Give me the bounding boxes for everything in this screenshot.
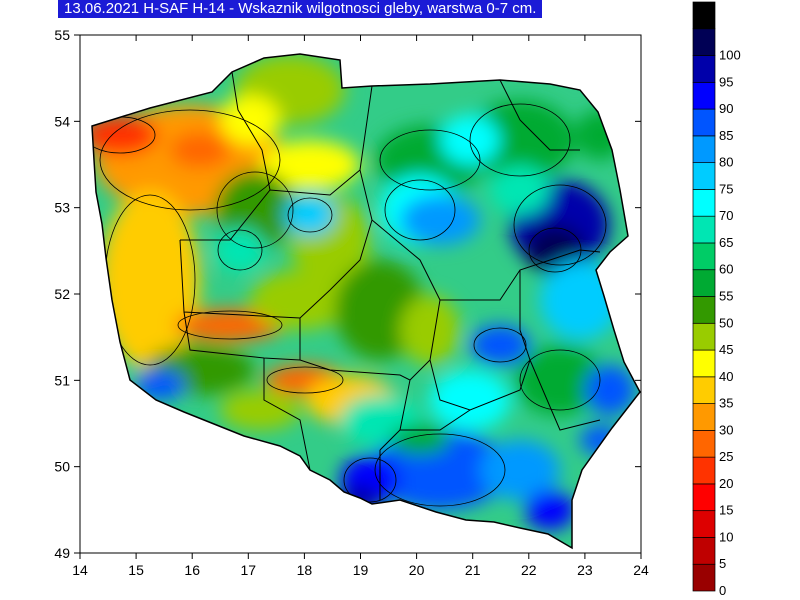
- region-borders: [179, 71, 601, 500]
- y-axis: 49 50 51 52 53 54 55: [54, 27, 641, 561]
- legend-label: 10: [719, 529, 733, 544]
- y-tick-label: 52: [54, 286, 70, 302]
- legend-swatch: [692, 215, 716, 244]
- legend-swatch: [692, 55, 716, 83]
- legend-swatch: [692, 537, 716, 565]
- legend-swatch: [692, 456, 716, 485]
- legend-swatch: [692, 349, 716, 378]
- x-tick-label: 21: [465, 562, 481, 578]
- legend-label: 35: [719, 396, 733, 411]
- legend-label: 65: [719, 235, 733, 250]
- x-tick-label: 18: [297, 562, 313, 578]
- map-title: 13.06.2021 H-SAF H-14 - Wskaznik wilgotn…: [58, 0, 543, 18]
- x-tick-label: 22: [521, 562, 537, 578]
- legend-label: 85: [719, 128, 733, 143]
- legend-swatch: [692, 296, 716, 324]
- legend-label: 95: [719, 74, 733, 89]
- x-tick-label: 20: [409, 562, 425, 578]
- legend-swatch: [692, 162, 716, 190]
- legend-label: 0: [719, 583, 726, 598]
- legend-swatch: [692, 403, 716, 431]
- legend-swatch: [692, 510, 716, 538]
- x-tick-label: 14: [72, 562, 88, 578]
- legend-label: 75: [719, 181, 733, 196]
- x-axis: 14 15 16 17 18 19 20 21 22 23 24: [72, 35, 649, 578]
- legend-swatch: [692, 483, 716, 512]
- legend-label: 40: [719, 369, 733, 384]
- legend-swatch: [692, 376, 716, 404]
- legend-swatch: [692, 563, 716, 592]
- legend-label: 55: [719, 289, 733, 304]
- legend-label: 25: [719, 449, 733, 464]
- legend-swatch: [692, 81, 716, 110]
- legend-label: 80: [719, 155, 733, 170]
- x-tick-label: 15: [128, 562, 144, 578]
- x-tick-label: 16: [184, 562, 200, 578]
- x-tick-label: 19: [353, 562, 369, 578]
- x-tick-label: 23: [577, 562, 593, 578]
- legend-swatch: [692, 269, 716, 297]
- legend-label: 30: [719, 422, 733, 437]
- legend-swatch: [692, 242, 716, 271]
- x-tick-label: 24: [633, 562, 649, 578]
- legend-label: 70: [719, 208, 733, 223]
- y-tick-label: 51: [54, 372, 70, 388]
- legend-swatch: [692, 322, 716, 351]
- color-legend: 0 5 10 15 20 25 30 35 40 45 50 55 60 65 70 75 80 85 90 95 10…: [692, 1, 741, 598]
- legend-label: 45: [719, 342, 733, 357]
- y-tick-label: 50: [54, 459, 70, 475]
- legend-swatch: [692, 1, 716, 30]
- legend-label: 90: [719, 101, 733, 116]
- y-tick-label: 54: [54, 113, 70, 129]
- legend-label: 20: [719, 476, 733, 491]
- y-tick-label: 55: [54, 27, 70, 43]
- legend-swatch: [692, 189, 716, 217]
- legend-label: 60: [719, 262, 733, 277]
- y-tick-label: 53: [54, 200, 70, 216]
- legend-label: 50: [719, 315, 733, 330]
- legend-swatch: [692, 430, 716, 458]
- legend-swatch: [692, 108, 716, 137]
- legend-swatch: [692, 28, 716, 56]
- country-outline: [91, 53, 641, 550]
- legend-label: 15: [719, 503, 733, 518]
- legend-label: 100: [719, 48, 741, 63]
- legend-label: 5: [719, 556, 726, 571]
- y-tick-label: 49: [54, 545, 70, 561]
- x-tick-label: 17: [241, 562, 257, 578]
- legend-swatch: [692, 135, 716, 163]
